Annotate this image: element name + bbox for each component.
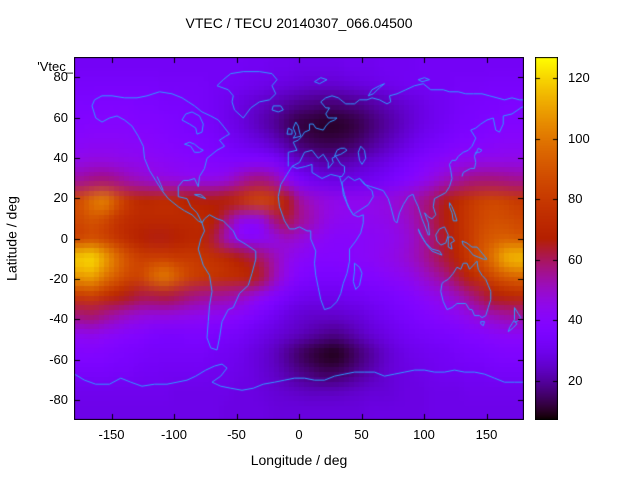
x-tick-label: 0 [295,427,303,442]
y-tick-label: 40 [53,149,68,165]
y-tick-label: 20 [53,190,68,206]
x-tick-label: 100 [413,427,435,442]
x-tick-label: -100 [160,427,188,442]
y-tick-label: 60 [53,109,68,125]
colorbar-tick-label: 100 [568,130,590,146]
y-tick-label: 80 [53,69,68,85]
vtec-heatmap-canvas [74,57,524,420]
y-tick-label: -80 [49,391,68,407]
colorbar-canvas [535,57,558,420]
y-tick-label: -60 [49,351,68,367]
y-tick-label: -40 [49,311,68,327]
y-axis-label: Latitude / deg [3,196,20,281]
colorbar-tick-label: 120 [568,70,590,86]
x-tick-label: -150 [98,427,125,442]
x-axis-label: Longitude / deg [250,452,348,468]
key-label: 'Vtec_ [37,59,73,74]
colorbar-tick-label: 60 [568,251,583,267]
x-tick-label: -50 [227,427,246,442]
colorbar-tick-label: 20 [568,372,583,388]
x-tick-label: 50 [354,427,369,442]
colorbar-tick-label: 40 [568,312,583,328]
y-tick-label: -20 [49,270,68,286]
y-tick-label: 0 [60,230,68,246]
plot-title: VTEC / TECU 20140307_066.04500 [185,15,413,31]
colorbar-tick-label: 80 [568,191,583,207]
x-tick-label: 150 [475,427,498,442]
